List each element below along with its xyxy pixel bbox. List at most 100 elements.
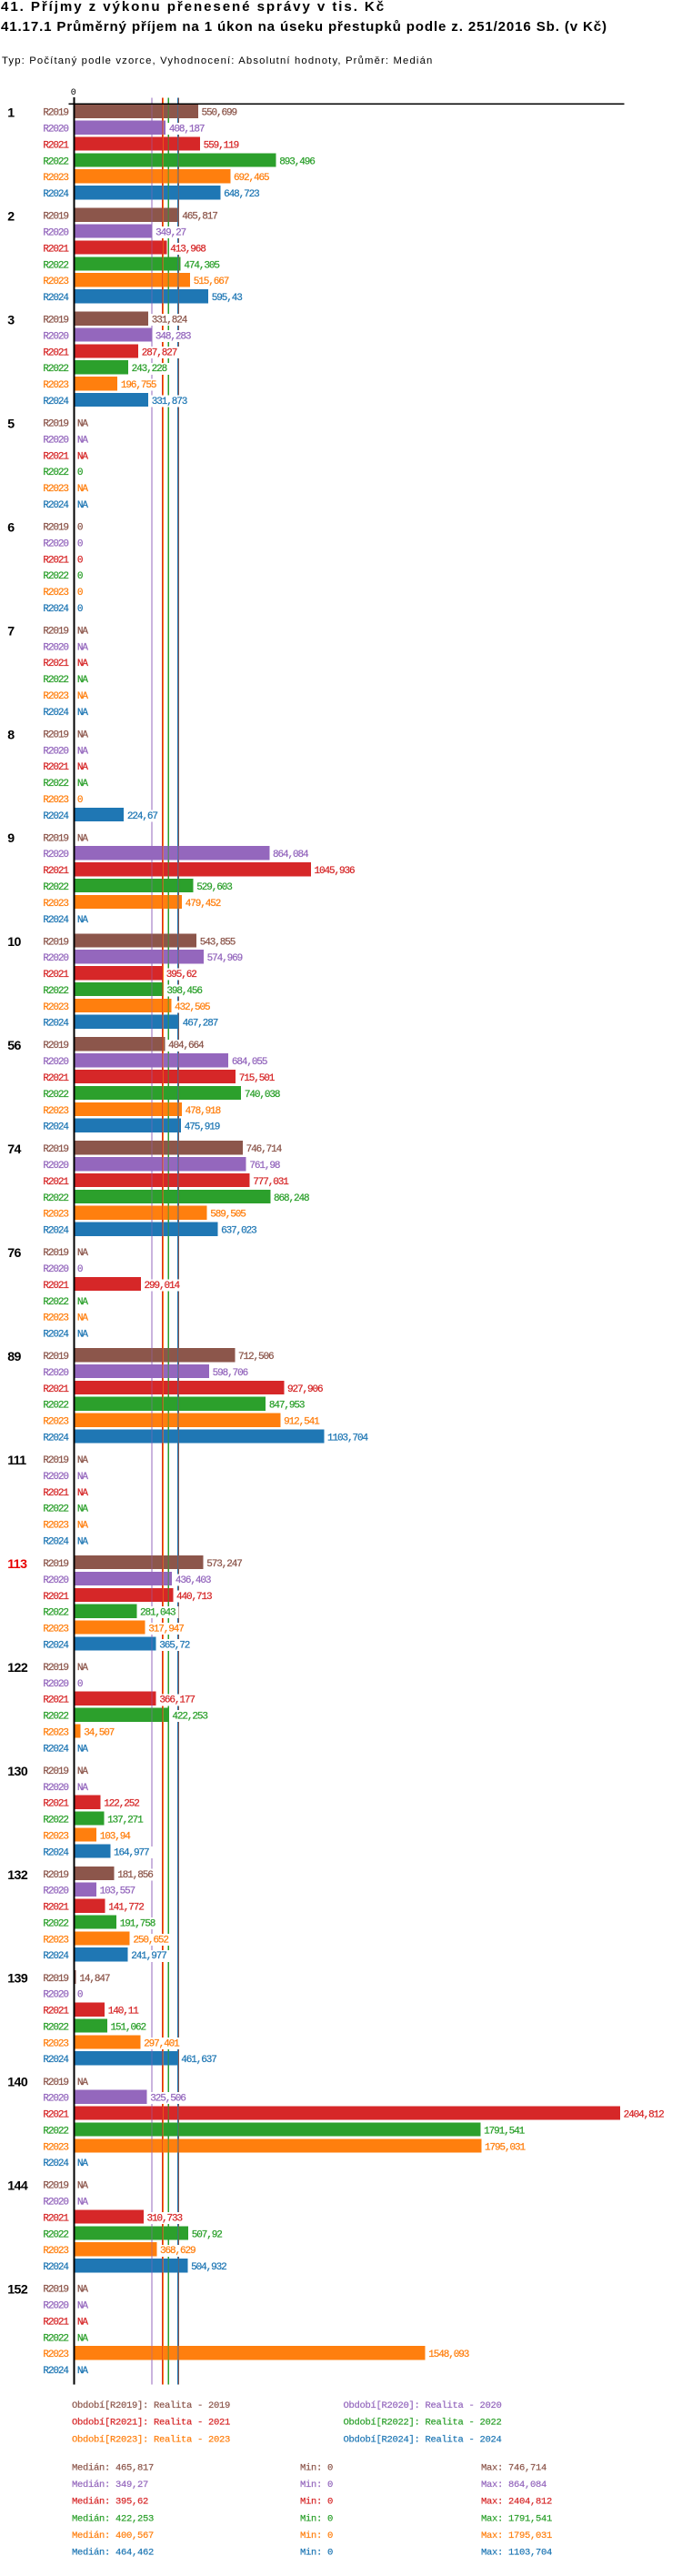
svg-text:R2023: R2023 (43, 588, 68, 599)
svg-text:113: 113 (7, 1557, 27, 1572)
svg-text:R2022: R2022 (43, 571, 68, 582)
svg-text:NA: NA (77, 2158, 89, 2169)
svg-text:R2021: R2021 (43, 1281, 69, 1292)
svg-text:R2024: R2024 (43, 1744, 69, 1755)
svg-text:R2022: R2022 (43, 2022, 68, 2033)
svg-text:595,43: 595,43 (212, 293, 243, 304)
svg-text:R2020: R2020 (43, 538, 68, 549)
svg-text:NA: NA (77, 2078, 89, 2088)
svg-text:1795,031: 1795,031 (485, 2142, 527, 2153)
svg-text:89: 89 (7, 1350, 21, 1364)
svg-text:684,055: 684,055 (232, 1057, 267, 1068)
svg-text:NA: NA (77, 1472, 89, 1483)
svg-text:R2022: R2022 (43, 986, 68, 997)
svg-text:R2019: R2019 (43, 108, 68, 119)
svg-text:5: 5 (7, 417, 15, 431)
svg-text:Min: 0: Min: 0 (300, 2497, 333, 2508)
svg-text:141,772: 141,772 (108, 1903, 144, 1914)
svg-text:NA: NA (77, 1248, 89, 1259)
svg-text:R2022: R2022 (43, 364, 68, 375)
svg-text:692,465: 692,465 (234, 173, 269, 184)
svg-text:Medián: 465,817: Medián: 465,817 (72, 2462, 154, 2473)
svg-text:0: 0 (77, 604, 83, 615)
svg-text:1: 1 (7, 106, 15, 121)
svg-text:287,827: 287,827 (142, 347, 177, 358)
svg-text:R2019: R2019 (43, 1144, 68, 1155)
svg-text:R2021: R2021 (43, 451, 69, 462)
svg-text:1548,093: 1548,093 (428, 2350, 469, 2360)
svg-text:144: 144 (7, 2179, 28, 2194)
svg-text:777,031: 777,031 (253, 1177, 289, 1188)
svg-text:1045,936: 1045,936 (315, 866, 356, 877)
svg-text:R2019: R2019 (43, 1974, 68, 1985)
svg-text:0: 0 (77, 1264, 83, 1275)
svg-text:440,713: 440,713 (176, 1592, 212, 1603)
svg-text:467,287: 467,287 (183, 1019, 218, 1030)
svg-text:R2022: R2022 (43, 882, 68, 893)
svg-text:NA: NA (77, 1521, 89, 1532)
svg-text:R2019: R2019 (43, 419, 68, 430)
svg-text:NA: NA (77, 2285, 89, 2296)
svg-text:R2020: R2020 (43, 1264, 68, 1275)
svg-text:R2021: R2021 (43, 1488, 69, 1499)
svg-text:R2021: R2021 (43, 659, 69, 669)
svg-text:408,187: 408,187 (169, 125, 205, 136)
svg-text:R2021: R2021 (43, 1903, 69, 1914)
svg-text:0: 0 (77, 523, 83, 534)
svg-text:598,706: 598,706 (213, 1368, 248, 1379)
svg-text:715,501: 715,501 (239, 1073, 276, 1084)
svg-text:504,932: 504,932 (191, 2262, 226, 2273)
svg-text:R2023: R2023 (43, 2350, 68, 2360)
svg-text:R2019: R2019 (43, 1352, 68, 1363)
svg-text:Období[R2022]: Realita - 2022: Období[R2022]: Realita - 2022 (344, 2418, 502, 2429)
svg-text:R2021: R2021 (43, 1177, 69, 1188)
svg-text:181,856: 181,856 (117, 1870, 153, 1881)
svg-text:R2022: R2022 (43, 1816, 68, 1826)
svg-text:R2019: R2019 (43, 212, 68, 223)
svg-text:R2023: R2023 (43, 899, 68, 910)
svg-text:365,72: 365,72 (159, 1640, 190, 1651)
svg-text:R2019: R2019 (43, 937, 68, 948)
svg-text:140: 140 (7, 2076, 28, 2090)
svg-text:474,305: 474,305 (184, 260, 219, 271)
svg-text:Max: 864,084: Max: 864,084 (481, 2480, 547, 2490)
svg-text:NA: NA (77, 1766, 89, 1777)
svg-text:9: 9 (7, 831, 15, 846)
svg-text:R2019: R2019 (43, 2181, 68, 2192)
svg-text:R2024: R2024 (43, 1226, 69, 1237)
svg-text:R2021: R2021 (43, 1696, 69, 1706)
svg-text:0: 0 (77, 588, 83, 599)
svg-text:NA: NA (77, 1488, 89, 1499)
svg-text:R2019: R2019 (43, 523, 68, 534)
svg-text:NA: NA (77, 451, 89, 462)
svg-text:436,403: 436,403 (176, 1575, 211, 1586)
svg-text:Medián: 464,462: Medián: 464,462 (72, 2548, 154, 2559)
svg-text:R2024: R2024 (43, 2366, 69, 2377)
svg-text:R2023: R2023 (43, 691, 68, 702)
svg-text:NA: NA (77, 691, 89, 702)
svg-text:Období[R2019]: Realita - 2019: Období[R2019]: Realita - 2019 (72, 2400, 230, 2411)
svg-text:R2024: R2024 (43, 1122, 69, 1133)
svg-text:R2020: R2020 (43, 1887, 68, 1897)
svg-text:R2023: R2023 (43, 277, 68, 287)
svg-text:R2020: R2020 (43, 332, 68, 343)
svg-text:R2021: R2021 (43, 555, 69, 566)
svg-text:398,456: 398,456 (166, 986, 202, 997)
svg-text:R2020: R2020 (43, 746, 68, 757)
svg-text:740,038: 740,038 (245, 1090, 280, 1101)
svg-text:R2023: R2023 (43, 1728, 68, 1739)
svg-text:927,906: 927,906 (287, 1384, 323, 1395)
svg-text:R2019: R2019 (43, 1766, 68, 1777)
svg-text:R2023: R2023 (43, 1625, 68, 1635)
svg-text:R2022: R2022 (43, 779, 68, 790)
svg-text:478,918: 478,918 (186, 1106, 221, 1117)
svg-text:R2022: R2022 (43, 1919, 68, 1930)
svg-text:NA: NA (77, 1313, 89, 1324)
svg-text:R2021: R2021 (43, 1592, 69, 1603)
svg-text:746,714: 746,714 (246, 1144, 283, 1155)
svg-text:413,968: 413,968 (170, 244, 206, 255)
svg-text:NA: NA (77, 419, 89, 430)
svg-text:R2022: R2022 (43, 260, 68, 271)
svg-text:R2022: R2022 (43, 1712, 68, 1723)
svg-text:56: 56 (7, 1039, 21, 1053)
